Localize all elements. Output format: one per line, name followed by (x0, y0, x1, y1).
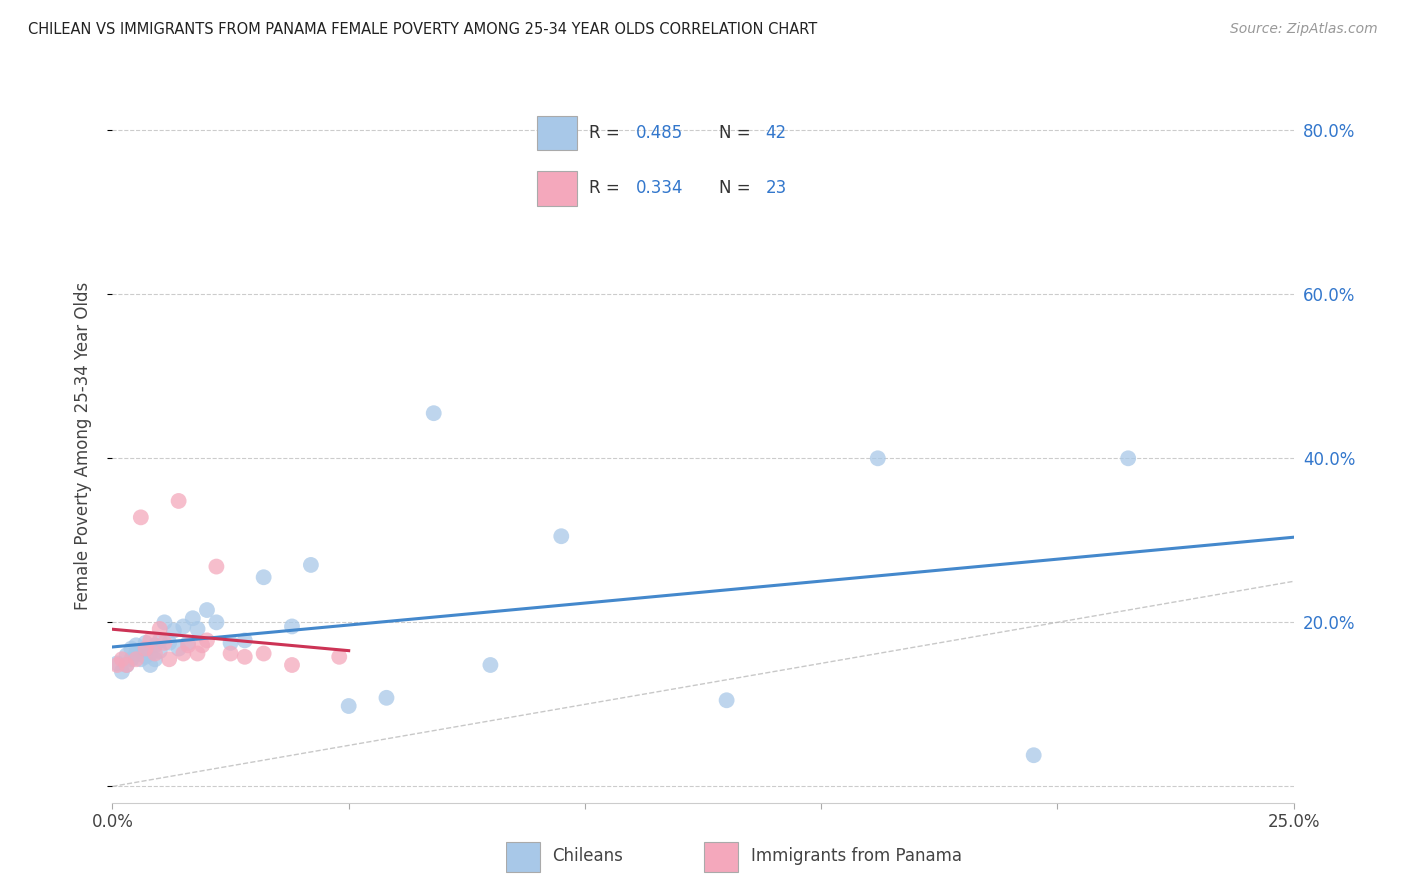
Point (139, 647, 162, 661)
Point (129, 652, 152, 666)
Point (205, 559, 228, 574)
FancyBboxPatch shape (506, 842, 540, 872)
Point (177, 636, 200, 650)
Point (186, 647, 208, 661)
Point (328, 649, 350, 664)
Point (186, 622, 208, 636)
Point (219, 647, 242, 661)
Point (115, 648, 138, 662)
Y-axis label: Female Poverty Among 25-34 Year Olds: Female Poverty Among 25-34 Year Olds (73, 282, 91, 610)
Point (115, 658, 138, 673)
Point (172, 619, 194, 633)
Point (149, 633, 172, 648)
FancyBboxPatch shape (537, 171, 576, 205)
Point (111, 665, 134, 679)
Point (153, 636, 176, 650)
Point (205, 615, 228, 630)
Text: N =: N = (718, 124, 756, 142)
FancyBboxPatch shape (537, 116, 576, 150)
Point (281, 619, 304, 633)
Point (233, 633, 256, 648)
Text: N =: N = (718, 179, 756, 197)
Point (135, 649, 157, 664)
Point (191, 638, 214, 652)
Text: Chileans: Chileans (553, 847, 623, 865)
Point (139, 633, 162, 648)
Point (149, 622, 172, 636)
Point (177, 638, 200, 652)
Text: 23: 23 (765, 179, 787, 197)
Point (219, 636, 242, 650)
Point (157, 652, 180, 666)
Point (233, 649, 256, 664)
Text: R =: R = (589, 179, 626, 197)
Point (143, 652, 166, 666)
Point (163, 624, 186, 638)
Point (129, 644, 152, 658)
Point (120, 641, 142, 656)
Text: CHILEAN VS IMMIGRANTS FROM PANAMA FEMALE POVERTY AMONG 25-34 YEAR OLDS CORRELATI: CHILEAN VS IMMIGRANTS FROM PANAMA FEMALE… (28, 22, 817, 37)
Text: Source: ZipAtlas.com: Source: ZipAtlas.com (1230, 22, 1378, 37)
Point (120, 652, 142, 666)
Point (195, 603, 218, 617)
Text: 42: 42 (765, 124, 786, 142)
Point (1116, 451, 1139, 466)
Point (115, 658, 138, 673)
Point (716, 693, 738, 707)
Point (129, 510, 152, 524)
Point (479, 658, 502, 673)
Point (111, 652, 134, 666)
Point (125, 647, 148, 661)
Point (139, 658, 162, 673)
Point (167, 494, 190, 508)
Point (1022, 748, 1045, 763)
Point (167, 641, 190, 656)
Point (157, 636, 180, 650)
Point (149, 644, 172, 658)
Point (253, 570, 276, 584)
Point (135, 636, 157, 650)
Text: R =: R = (589, 124, 626, 142)
Text: Immigrants from Panama: Immigrants from Panama (751, 847, 962, 865)
Point (550, 529, 572, 543)
Text: 0.485: 0.485 (636, 124, 683, 142)
Point (253, 647, 276, 661)
Point (299, 558, 322, 572)
Point (172, 647, 194, 661)
Point (143, 647, 166, 661)
Point (422, 406, 444, 420)
Point (125, 652, 148, 666)
Point (153, 615, 176, 630)
FancyBboxPatch shape (704, 842, 738, 872)
Point (143, 638, 166, 652)
Point (181, 611, 204, 625)
Point (195, 633, 218, 648)
Point (866, 451, 889, 466)
Point (125, 638, 148, 652)
Point (337, 698, 360, 713)
Point (375, 690, 398, 705)
Point (281, 658, 304, 673)
Point (105, 658, 128, 673)
Point (135, 641, 157, 656)
Point (105, 657, 128, 671)
Text: 0.334: 0.334 (636, 179, 683, 197)
